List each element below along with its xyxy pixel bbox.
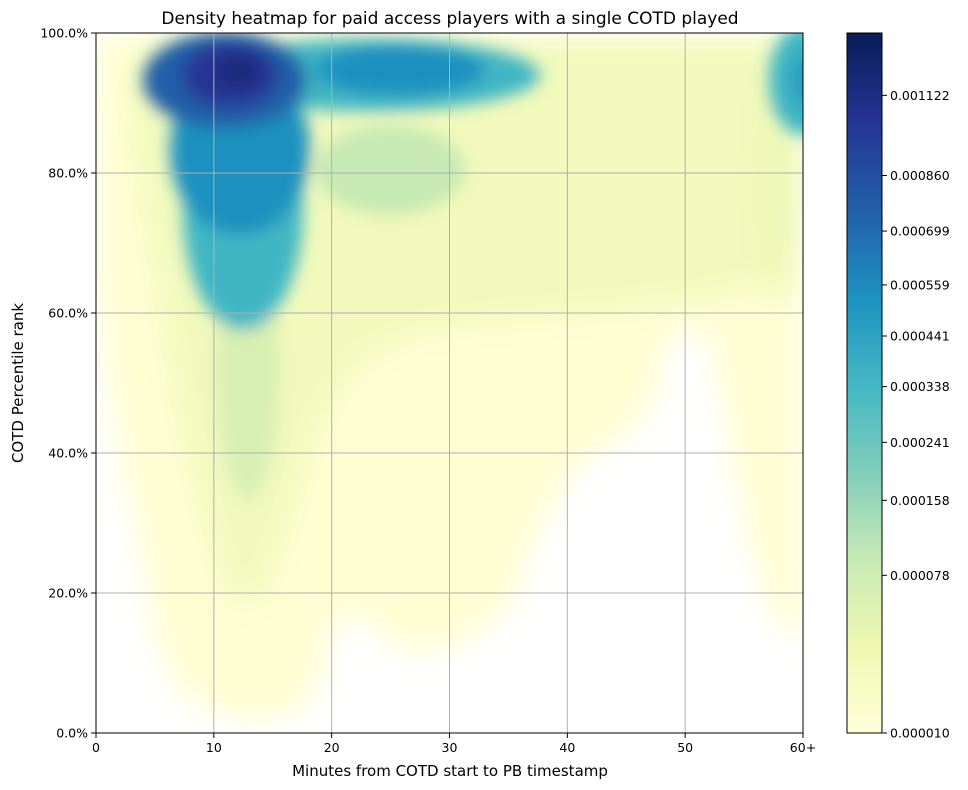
x-tick-label: 0: [92, 740, 100, 755]
colorbar-tick-label: 0.000241: [890, 435, 950, 450]
x-tick-label: 30: [442, 740, 458, 755]
x-tick-label: 50: [677, 740, 693, 755]
y-tick-label: 20.0%: [48, 586, 88, 601]
y-tick-label: 80.0%: [48, 166, 88, 181]
density-edge-right-core: [789, 54, 803, 106]
density-core-layer: [143, 33, 803, 500]
colorbar-tick-label: 0.000559: [890, 277, 950, 292]
colorbar-tick-label: 0.000699: [890, 224, 950, 239]
density-field: [96, 33, 803, 723]
x-axis: 0 10 20 30 40 50 60+: [92, 733, 816, 755]
colorbar: 0.000010 0.000078 0.000158 0.000241 0.000338…: [846, 32, 950, 741]
colorbar-tick-label: 0.000441: [890, 329, 950, 344]
density-lobe-25min: [315, 125, 465, 215]
colorbar-tick-label: 0.000338: [890, 379, 950, 394]
y-tick-label: 60.0%: [48, 306, 88, 321]
chart-title: Density heatmap for paid access players …: [161, 9, 738, 29]
colorbar-tick-label: 0.000078: [890, 568, 950, 583]
y-axis-label: COTD Percentile rank: [9, 303, 27, 463]
x-tick-label: 20: [324, 740, 340, 755]
x-tick-label: 10: [206, 740, 222, 755]
x-tick-label: 60+: [790, 740, 816, 755]
grid-lines: [96, 33, 803, 733]
colorbar-tick-label: 0.000158: [890, 493, 950, 508]
density-edge-right: [769, 33, 803, 135]
colorbar-tick-label: 0.000860: [890, 168, 950, 183]
y-tick-label: 40.0%: [48, 446, 88, 461]
colorbar-ticks: 0.000010 0.000078 0.000158 0.000241 0.000338…: [882, 88, 950, 741]
y-tick-label: 0.0%: [56, 726, 88, 741]
colorbar-tick-label: 0.000010: [890, 726, 950, 741]
y-axis: 0.0% 20.0% 40.0% 60.0% 80.0% 100.0%: [40, 26, 96, 741]
x-axis-label: Minutes from COTD start to PB timestamp: [292, 762, 608, 780]
x-tick-label: 40: [559, 740, 575, 755]
density-lobe-top-right: [315, 44, 485, 96]
colorbar-scale: [846, 32, 883, 734]
colorbar-tick-label: 0.001122: [890, 88, 950, 103]
y-tick-label: 100.0%: [40, 26, 88, 41]
density-peak-core: [216, 56, 260, 88]
